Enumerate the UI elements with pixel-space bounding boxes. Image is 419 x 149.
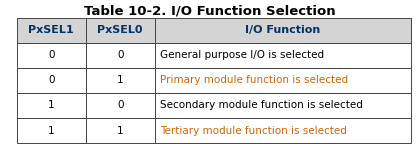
Bar xyxy=(17,43,85,68)
Text: I/O Function: I/O Function xyxy=(245,25,320,35)
Bar xyxy=(155,68,411,93)
Text: Secondary module function is selected: Secondary module function is selected xyxy=(160,100,362,111)
Bar xyxy=(155,18,411,43)
Bar xyxy=(17,18,85,43)
Text: 1: 1 xyxy=(48,100,54,111)
Text: 0: 0 xyxy=(117,50,124,60)
Bar xyxy=(17,118,85,143)
Text: Primary module function is selected: Primary module function is selected xyxy=(160,75,348,86)
Text: 1: 1 xyxy=(117,75,124,86)
Bar xyxy=(155,118,411,143)
Bar xyxy=(155,93,411,118)
Text: Tertiary module function is selected: Tertiary module function is selected xyxy=(160,125,347,136)
Bar xyxy=(17,68,85,93)
Text: PxSEL0: PxSEL0 xyxy=(97,25,143,35)
Text: PxSEL1: PxSEL1 xyxy=(28,25,74,35)
Bar xyxy=(17,93,85,118)
Text: 0: 0 xyxy=(48,50,54,60)
Text: 0: 0 xyxy=(48,75,54,86)
Bar xyxy=(85,93,155,118)
Bar xyxy=(85,43,155,68)
Bar xyxy=(85,18,155,43)
Text: General purpose I/O is selected: General purpose I/O is selected xyxy=(160,50,324,60)
Text: 1: 1 xyxy=(117,125,124,136)
Bar xyxy=(155,43,411,68)
Bar xyxy=(85,68,155,93)
Text: 1: 1 xyxy=(48,125,54,136)
Text: 0: 0 xyxy=(117,100,124,111)
Bar xyxy=(85,118,155,143)
Text: Table 10-2. I/O Function Selection: Table 10-2. I/O Function Selection xyxy=(84,4,335,17)
